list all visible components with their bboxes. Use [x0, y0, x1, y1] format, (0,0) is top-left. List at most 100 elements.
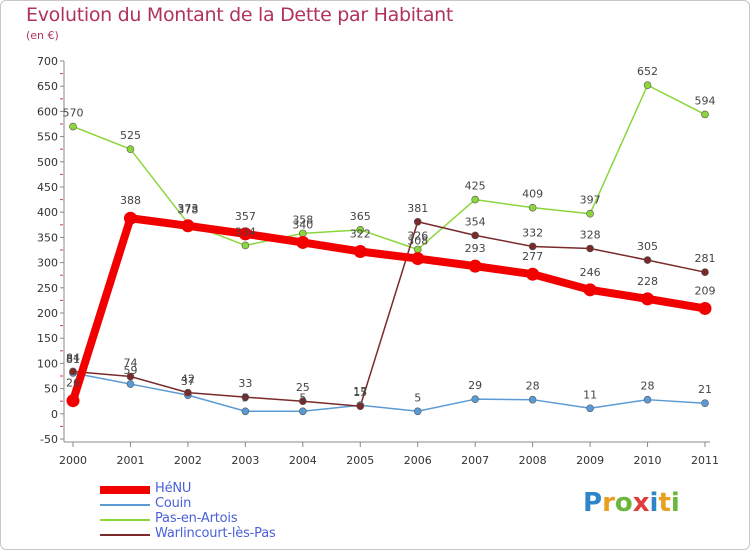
data-label: 25 — [296, 381, 310, 394]
data-label: 15 — [353, 386, 367, 399]
y-tick-label: 650 — [37, 80, 58, 93]
data-label: 5 — [414, 391, 421, 404]
data-label: 328 — [580, 228, 601, 241]
data-point — [528, 395, 537, 404]
data-point — [471, 395, 479, 403]
legend-item: HéNU — [100, 481, 360, 497]
legend-label: Warlincourt-lès-Pas — [155, 526, 276, 541]
x-tick-label: 2009 — [576, 454, 604, 467]
data-label: 365 — [350, 210, 371, 223]
data-label: 305 — [637, 240, 658, 253]
data-point — [69, 122, 77, 131]
x-tick-label: 2007 — [461, 454, 489, 467]
data-label: 74 — [123, 357, 137, 370]
series-line-2 — [72, 84, 706, 251]
data-label: 570 — [63, 107, 84, 120]
data-label: 59 — [123, 364, 137, 377]
data-point — [586, 244, 594, 253]
data-point — [299, 407, 307, 416]
data-point — [643, 256, 652, 264]
data-point — [528, 242, 537, 251]
x-tick-label: 2005 — [346, 454, 374, 467]
chart-subtitle: (en €) — [26, 29, 59, 42]
data-label: 525 — [120, 129, 141, 142]
data-label: 21 — [698, 383, 712, 396]
legend-swatch — [100, 519, 150, 521]
data-label: 84 — [66, 351, 80, 364]
series-line-0 — [69, 214, 709, 405]
data-label: 378 — [177, 203, 198, 216]
y-tick-label: 450 — [37, 181, 58, 194]
data-point — [353, 245, 367, 259]
logo-letter: P — [583, 488, 603, 518]
logo-letter: x — [632, 488, 650, 518]
x-tick-label: 2006 — [404, 454, 432, 467]
data-point — [69, 367, 77, 376]
y-tick-label: 100 — [37, 357, 58, 370]
data-point — [241, 241, 250, 250]
data-point — [583, 283, 597, 297]
y-tick-label: 50 — [44, 383, 58, 396]
data-label: 228 — [637, 275, 658, 288]
data-label: 334 — [235, 225, 256, 238]
legend-label: HéNU — [155, 481, 192, 496]
data-label: 354 — [465, 215, 486, 228]
legend-label: Pas-en-Artois — [155, 511, 238, 526]
logo-letter: r — [602, 488, 615, 518]
legend-item: Pas-en-Artois — [100, 511, 360, 527]
data-point — [643, 81, 652, 89]
legend-swatch — [100, 504, 150, 506]
data-label: 594 — [695, 94, 716, 107]
legend-swatch — [100, 534, 150, 536]
data-point — [126, 380, 135, 388]
x-tick-label: 2002 — [174, 454, 202, 467]
data-point — [126, 145, 135, 153]
data-label: 29 — [468, 379, 482, 392]
data-label: 308 — [407, 235, 428, 248]
y-tick-label: 550 — [37, 131, 58, 144]
x-tick-label: 2000 — [59, 454, 87, 467]
data-point — [66, 394, 80, 408]
data-label: 358 — [292, 213, 313, 226]
axes: -50 0 50 100 150 200 250 300 350 400 450 500 550 600 6… — [37, 55, 719, 467]
y-tick-label: -50 — [40, 433, 58, 446]
legend: HéNU Couin Pas-en-Artois Warlincourt-lès-Pa… — [100, 481, 360, 542]
legend-item: Warlincourt-lès-Pas — [100, 526, 360, 542]
data-label: 33 — [238, 377, 252, 390]
data-labels: 26 388 373 357 340 322 308 293 277 246 228 209 81 59 3… — [63, 65, 716, 404]
data-label: 17 — [353, 385, 367, 398]
legend-label: Couin — [155, 496, 192, 511]
y-tick-label: 500 — [37, 156, 58, 169]
legend-swatch — [100, 486, 150, 494]
y-tick-label: 200 — [37, 307, 58, 320]
data-point — [296, 235, 310, 249]
data-point — [586, 209, 594, 218]
x-tick-label: 2001 — [116, 454, 144, 467]
data-point — [586, 404, 594, 413]
data-label: 281 — [695, 252, 716, 265]
y-tick-label: 300 — [37, 257, 58, 270]
series-line-1 — [72, 372, 706, 413]
logo-letter: i — [649, 488, 659, 518]
data-label: 5 — [299, 391, 306, 404]
x-tick-label: 2008 — [519, 454, 547, 467]
data-label: 322 — [350, 228, 371, 241]
logo-letter: t — [658, 488, 671, 518]
data-label: 326 — [407, 229, 428, 242]
data-label: 246 — [580, 266, 601, 279]
data-point — [356, 226, 365, 234]
data-point — [643, 395, 652, 404]
data-label: 409 — [522, 188, 543, 201]
data-label: 209 — [695, 284, 716, 297]
x-tick-label: 2003 — [231, 454, 259, 467]
data-label: 357 — [235, 210, 256, 223]
data-label: 652 — [637, 65, 658, 78]
x-tick-label: 2004 — [289, 454, 317, 467]
series-line-3 — [72, 221, 706, 407]
y-tick-label: 250 — [37, 282, 58, 295]
data-point — [468, 259, 482, 273]
data-point — [126, 372, 135, 381]
data-label: 11 — [583, 388, 597, 401]
data-label: 381 — [407, 202, 428, 215]
